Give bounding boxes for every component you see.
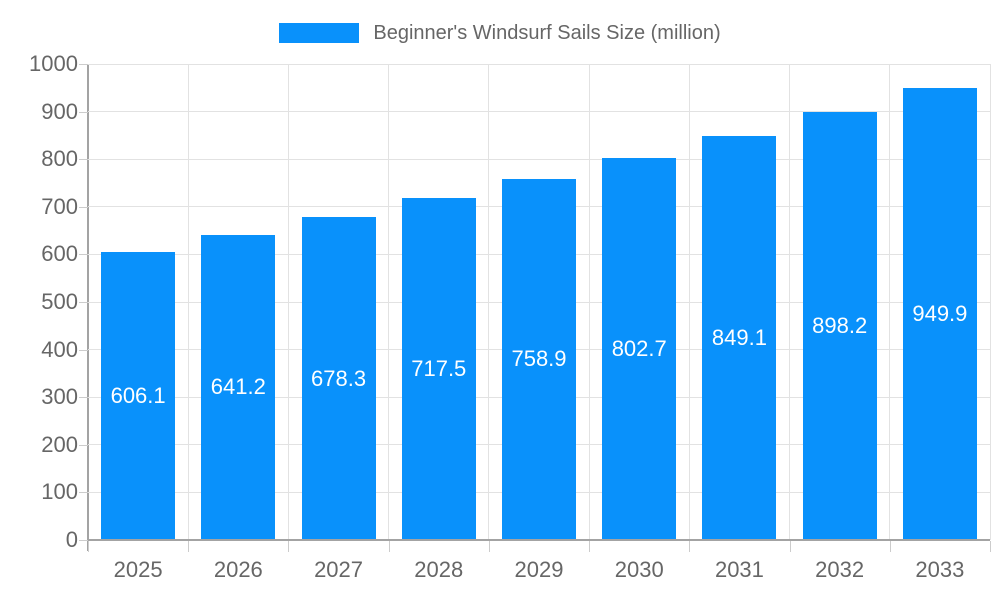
y-axis-tick: [79, 540, 88, 541]
x-axis-tick-label: 2026: [213, 557, 263, 582]
x-axis-tick: [589, 541, 591, 552]
bar-2028[interactable]: 717.5: [401, 198, 476, 540]
legend-swatch[interactable]: [279, 23, 360, 43]
x-gridline: [989, 64, 991, 540]
x-gridline: [287, 64, 289, 540]
y-axis-tick: [79, 444, 88, 446]
bar-value-label: 802.7: [611, 335, 667, 361]
y-axis-tick-label: 800: [41, 146, 78, 172]
x-axis-tick-label: 2029: [514, 557, 564, 582]
bar-2032[interactable]: 898.2: [802, 112, 877, 540]
bar-2026[interactable]: 641.2: [201, 234, 276, 540]
y-axis-tick: [79, 206, 88, 208]
x-axis-tick: [88, 541, 89, 552]
bar-value-label: 606.1: [110, 382, 166, 408]
x-axis-tick: [188, 541, 190, 552]
x-axis-tick-label: 2027: [314, 557, 364, 582]
bar-value-label: 898.2: [812, 313, 868, 339]
x-gridline: [588, 64, 590, 540]
x-gridline: [187, 64, 189, 540]
legend-label[interactable]: Beginner's Windsurf Sails Size (million): [373, 21, 721, 44]
x-axis-tick: [689, 541, 691, 552]
bar-value-label: 949.9: [912, 300, 968, 326]
y-axis-tick-label: 1000: [29, 51, 78, 76]
x-axis-tick: [488, 541, 490, 552]
y-axis-tick: [79, 159, 88, 161]
bar-value-label: 849.1: [711, 324, 767, 350]
y-gridline: [88, 158, 990, 160]
bar-value-label: 641.2: [210, 374, 266, 400]
y-axis-tick-label: 100: [41, 479, 78, 505]
bar-value-label: 678.3: [311, 365, 367, 391]
x-axis-tick: [889, 541, 891, 552]
x-axis-tick-label: 2031: [714, 557, 764, 582]
bar-2029[interactable]: 758.9: [502, 178, 576, 540]
x-axis-tick: [288, 541, 290, 552]
x-axis-tick-label: 2028: [414, 557, 464, 582]
x-gridline: [889, 64, 891, 540]
x-axis-line: [87, 539, 990, 541]
x-gridline: [388, 64, 390, 540]
x-axis-tick-label: 2032: [815, 557, 865, 582]
y-axis-tick-label: 600: [41, 241, 78, 267]
y-axis-tick-label: 0: [65, 527, 78, 552]
bar-value-label: 717.5: [411, 356, 467, 382]
x-axis-tick-label: 2033: [915, 557, 965, 582]
legend-item[interactable]: Beginner's Windsurf Sails Size (million): [0, 21, 1000, 45]
x-axis-tick-label: 2025: [113, 557, 163, 582]
y-axis-tick-label: 200: [41, 431, 78, 457]
y-axis-tick-label: 300: [41, 384, 78, 410]
bar-2027[interactable]: 678.3: [301, 217, 376, 540]
y-gridline: [88, 63, 990, 65]
y-axis-tick: [79, 254, 88, 256]
x-axis-tick-label: 2030: [614, 557, 664, 582]
bar-2025[interactable]: 606.1: [101, 251, 176, 540]
y-axis-tick: [79, 111, 88, 113]
y-gridline: [88, 111, 990, 113]
y-axis-tick-label: 500: [41, 289, 78, 314]
y-axis-tick: [79, 302, 88, 303]
y-axis-tick-label: 400: [41, 336, 78, 362]
x-axis-tick: [789, 541, 791, 552]
plot-area: 606.1 641.2 678.3 717.5 758.9 802.7 849.1 898.2…: [88, 63, 991, 540]
y-axis-tick-label: 900: [41, 98, 78, 124]
x-axis-tick: [388, 541, 390, 552]
y-axis-line: [87, 64, 89, 551]
x-axis-tick: [990, 541, 991, 552]
bar-2031[interactable]: 849.1: [702, 135, 777, 540]
y-axis-tick: [79, 349, 88, 351]
y-axis-tick-label: 700: [41, 193, 78, 219]
bar-value-label: 758.9: [511, 346, 567, 372]
x-gridline: [488, 64, 490, 540]
x-gridline: [789, 64, 791, 540]
y-axis-tick: [79, 64, 88, 65]
bar-2033[interactable]: 949.9: [902, 87, 977, 540]
y-axis-tick: [79, 397, 88, 399]
y-axis-tick: [79, 492, 88, 494]
bar-2030[interactable]: 802.7: [602, 157, 677, 540]
x-gridline: [688, 64, 690, 540]
